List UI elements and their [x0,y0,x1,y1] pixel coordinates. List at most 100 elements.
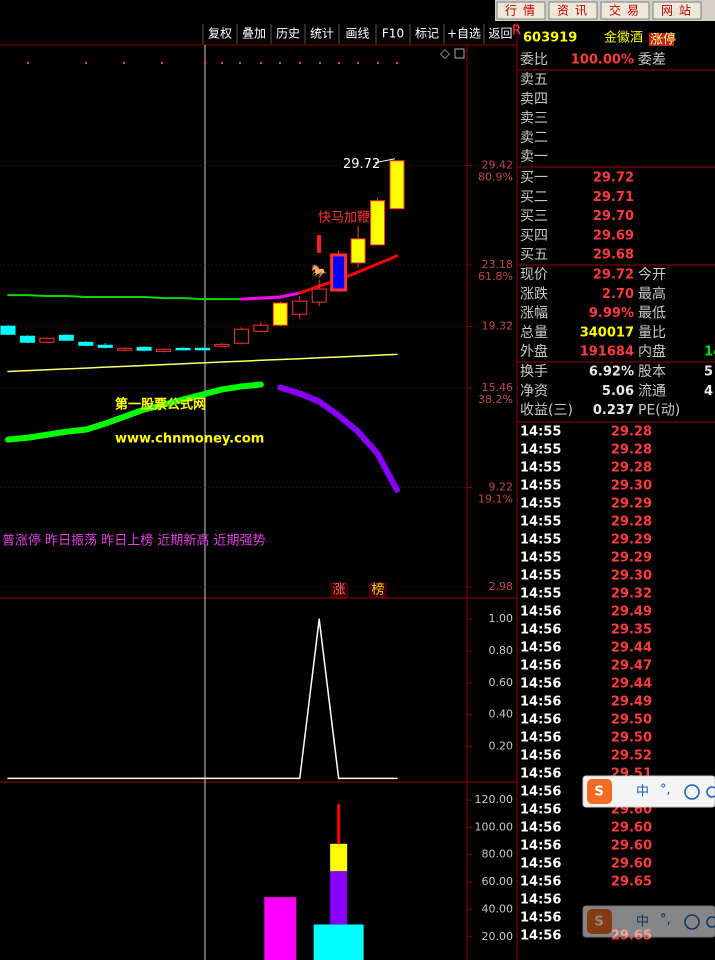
candle-body [19,335,35,343]
toolbar-button[interactable]: F10 [382,27,404,41]
menu-button[interactable] [548,1,598,20]
row-value: 5.06 [602,384,634,399]
toolbar-button[interactable]: 画线 [345,27,369,41]
candle-body [175,347,191,351]
row-label: 涨幅 [520,306,548,322]
candle-body [350,238,366,264]
ime-mic[interactable] [706,786,715,798]
tick-time: 14:56 [520,659,561,674]
bid-label: 买五 [520,247,548,263]
row-value: 0.237 [593,403,634,418]
candle-body [0,325,16,335]
tick-time: 14:55 [520,515,561,530]
peak-arrow [374,158,396,164]
y-tick-label: 60.00 [482,875,514,888]
icon-box[interactable] [454,48,465,59]
row-value: 2.70 [602,287,634,302]
row-label: 换手 [520,363,548,380]
ime-logo-s: S [594,915,603,930]
indicator-line [239,291,302,301]
ime-logo-s: S [594,785,603,800]
tick-time: 14:56 [520,875,561,890]
y-tick-label: 0.20 [489,740,514,753]
y-tick-label: 100.00 [475,820,514,833]
badge [649,33,674,46]
tick-price: 29.30 [611,569,652,584]
menu-label[interactable]: 网站 [661,4,697,18]
y-tick-label: 40.00 [482,902,514,915]
volume-bar [330,843,348,872]
icon-diamond[interactable]: ◇ [440,47,450,62]
toolbar-button[interactable]: 返回 [488,27,512,41]
y-tick-label: 23.18 [482,258,514,271]
candle-body [389,160,405,210]
tick-time: 14:56 [520,677,561,692]
ask-label: 卖五 [520,72,548,88]
tick-time: 14:56 [520,785,561,800]
y-tick-label: 9.22 [489,480,514,493]
tick-price: 29.29 [611,533,652,548]
tick-time: 14:55 [520,425,561,440]
tick-note: 61.8% [478,270,513,283]
ask-label: 卖四 [520,91,548,107]
row-value: 9.99% [589,306,634,321]
menu-label[interactable]: 交易 [609,3,645,18]
ime-mic[interactable] [706,916,715,928]
menu-button[interactable] [652,1,702,20]
tick-time: 14:55 [520,569,561,584]
ime-punct[interactable]: °, [660,783,671,798]
tick-note: 19.1% [478,492,513,505]
tick-time: 14:56 [520,767,561,782]
toolbar-button[interactable]: 标记 [415,27,439,41]
stock-name: 金徽酒 [604,30,643,46]
tick-time: 14:55 [520,497,561,512]
tick-time: 14:56 [520,623,561,638]
toolbar-button[interactable]: 复权 [208,27,232,41]
volume-bar [264,897,297,960]
row-label: 净资 [520,383,548,399]
ime-mode[interactable]: 中 [636,785,649,800]
row-label: 最高 [638,285,666,302]
toolbar-button[interactable]: +自选 [447,27,481,41]
candle-body [311,288,327,303]
volume-bar [330,871,348,925]
ime-mode[interactable]: 中 [636,915,649,930]
candle-body [156,348,172,352]
signal-line [7,618,398,780]
toolbar-button[interactable]: 历史 [276,27,300,41]
y-tick-label: 0.80 [489,644,514,657]
bid-price: 29.68 [593,248,634,263]
watermark: www.chnmoney.com [115,432,264,447]
candle-body [370,200,386,246]
menu-label[interactable]: 行情 [505,4,541,18]
tick-time: 14:56 [520,857,561,872]
menu-button[interactable] [496,1,546,20]
ask-label: 卖一 [520,149,548,165]
ime-emoji[interactable] [684,784,700,800]
y-tick-label: 0.40 [489,708,514,721]
menu-label[interactable]: 资讯 [557,4,593,18]
top-dots [26,61,399,65]
candle-body [272,302,288,326]
tick-price: 29.30 [611,479,652,494]
label: 委比 [520,52,548,68]
toolbar-button[interactable]: 叠加 [242,27,266,41]
tick-price: 29.44 [611,677,652,692]
ime-punct[interactable]: °, [660,913,671,928]
candle-body [58,334,74,341]
ime-emoji[interactable] [684,914,700,930]
tags-line: 普涨停 昨日振荡 昨日上榜 近期新高 近期强势 [2,533,266,549]
row-label: PE(动) [638,403,680,419]
row-label: 总量 [520,325,548,341]
tick-price: 29.29 [611,497,652,512]
tick-time: 14:56 [520,731,561,746]
tick-note: 38.2% [478,393,513,406]
value: 100.00% [571,53,634,68]
marker: 榜 [371,582,384,598]
tick-price: 29.60 [611,839,652,854]
toolbar-button[interactable]: 统计 [310,27,334,41]
menu-button[interactable] [600,1,650,20]
candle-body [195,347,210,351]
signal-label: 快马加鞭 [318,211,370,226]
row-value: 191684 [580,345,634,360]
